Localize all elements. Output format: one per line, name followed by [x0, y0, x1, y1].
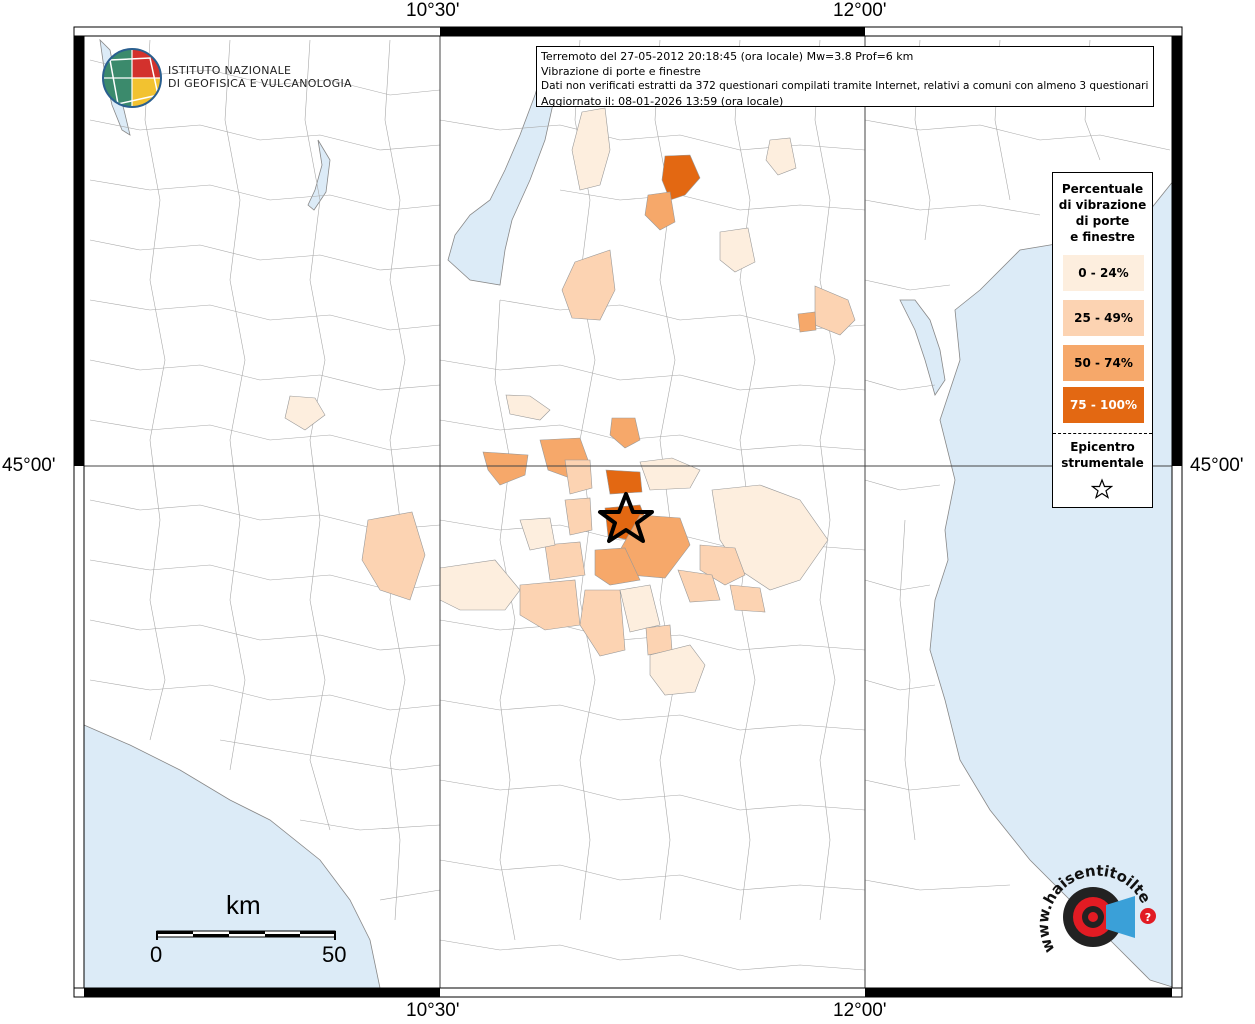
map-frame [73, 26, 1183, 998]
legend-separator [1053, 433, 1152, 434]
legend-title-line: di vibrazione [1058, 198, 1147, 212]
graticule-lines [74, 27, 1182, 997]
scale-unit: km [226, 890, 261, 920]
legend-title: Percentuale di vibrazione di porte e fin… [1053, 181, 1152, 245]
ingv-globe-icon [102, 48, 162, 108]
haisentito-logo-icon: ? [1063, 887, 1156, 947]
ingv-logo-text: ISTITUTO NAZIONALE DI GEOFISICA E VULCAN… [168, 64, 352, 90]
lat-label-left: 45°00' [2, 455, 56, 476]
ingv-name-line: ISTITUTO NAZIONALE [168, 64, 292, 77]
event-info-line: Dati non verificati estratti da 372 ques… [541, 80, 1149, 92]
event-info-line: Vibrazione di porte e finestre [541, 65, 701, 78]
lon-label-top-east: 12°00' [833, 0, 887, 21]
event-info-line: Terremoto del 27-05-2012 20:18:45 (ora l… [541, 50, 914, 63]
haisentito-logo-text: www.haisentitoilterremoto.it [1030, 855, 1155, 956]
lat-label-right: 45°00' [1190, 455, 1244, 476]
legend-class-1: 25 - 49% [1063, 300, 1144, 336]
ingv-name-line: DI GEOFISICA E VULCANOLOGIA [168, 77, 352, 90]
epicenter-star-icon [598, 492, 654, 543]
legend-epicenter-line: Epicentro [1070, 440, 1135, 454]
legend-class-3: 75 - 100% [1063, 387, 1144, 423]
legend-epicenter-label: Epicentro strumentale [1053, 439, 1152, 471]
scale-bar [156, 930, 336, 940]
scale-start: 0 [150, 942, 163, 967]
legend: Percentuale di vibrazione di porte e fin… [1052, 172, 1153, 508]
scale-labels: km 0 50 [140, 890, 360, 970]
event-info-box: Terremoto del 27-05-2012 20:18:45 (ora l… [536, 46, 1154, 108]
legend-star-icon [1091, 478, 1113, 499]
legend-title-line: di porte [1075, 214, 1130, 228]
lon-label-bottom-east: 12°00' [833, 1000, 887, 1021]
legend-class-2: 50 - 74% [1063, 345, 1144, 381]
legend-title-line: Percentuale [1061, 182, 1144, 196]
scale-end: 50 [322, 942, 347, 967]
event-info-line: Aggiornato il: 08-01-2026 13:59 (ora loc… [541, 95, 784, 108]
haisentito-url: www.haisentitoilterremoto.it [1030, 855, 1155, 956]
svg-text:www.haisentitoilterremoto.it: www.haisentitoilterremoto.it [1030, 855, 1155, 956]
legend-class-0: 0 - 24% [1063, 255, 1144, 291]
svg-text:?: ? [1145, 911, 1151, 924]
lon-label-bottom-west: 10°30' [406, 1000, 460, 1021]
legend-title-line: e finestre [1070, 230, 1135, 244]
legend-epicenter-line: strumentale [1061, 456, 1144, 470]
lon-label-top-west: 10°30' [406, 0, 460, 21]
